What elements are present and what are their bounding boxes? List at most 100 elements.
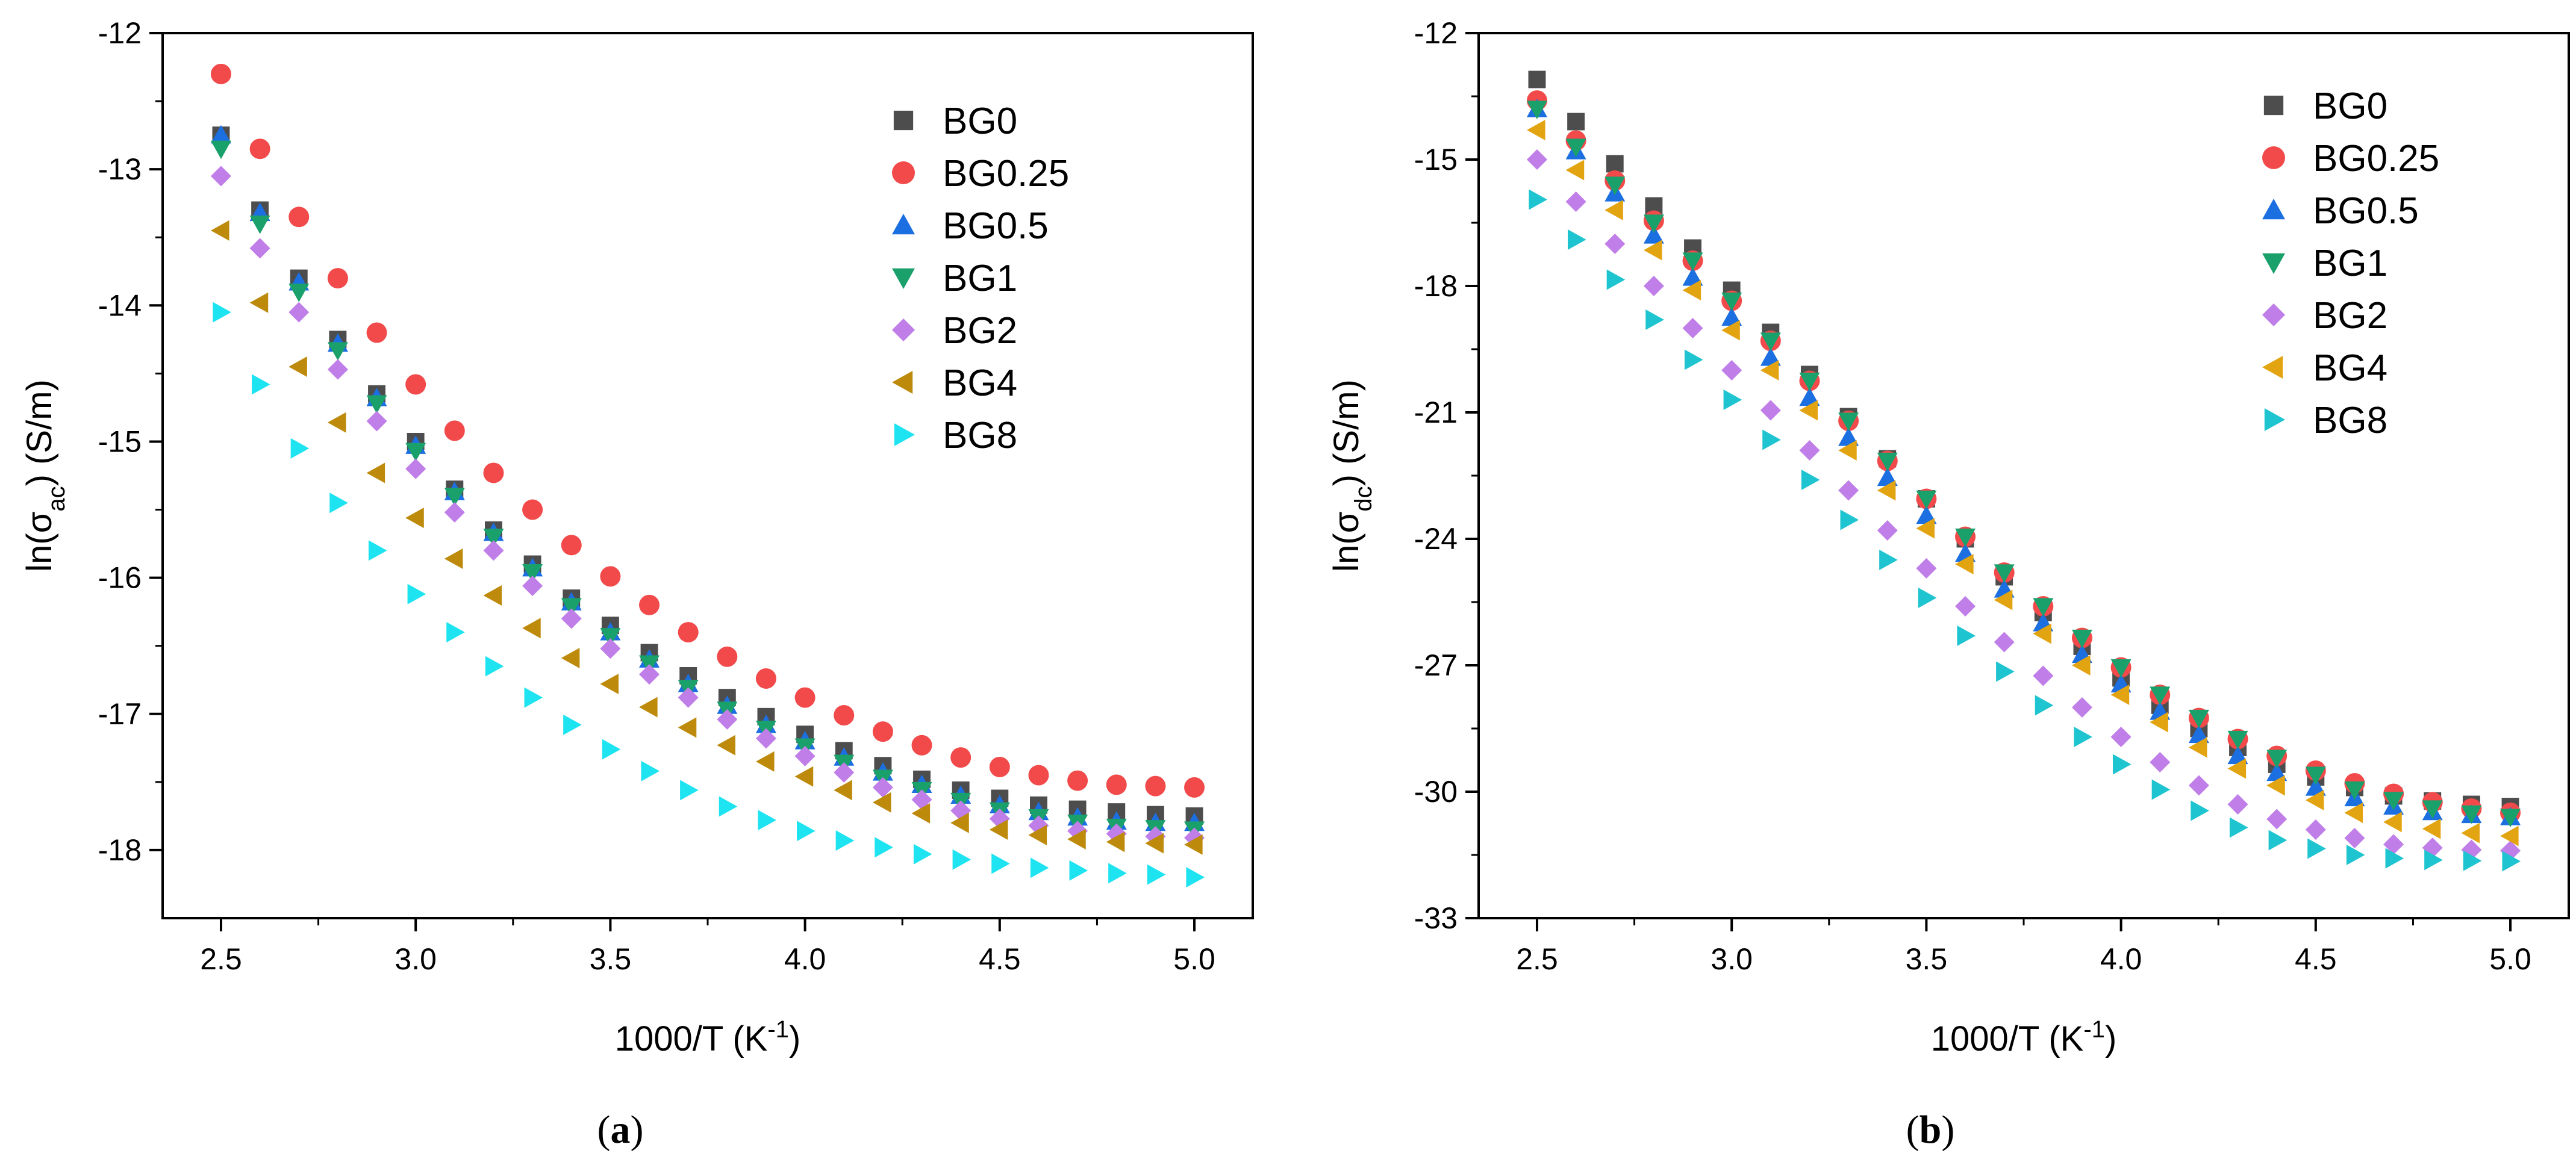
point-b-BG8-10 [1918,588,1937,608]
point-a-BG8-15 [797,821,816,842]
series-b-BG0.5 [1526,99,2521,825]
legend-label-a-BG0.25: BG0.25 [943,153,1069,194]
point-a-BG0.25-23 [1106,774,1127,795]
legend-label-a-BG0: BG0 [943,101,1017,142]
legend-label-a-BG2: BG2 [943,310,1017,352]
point-a-BG8-0 [213,302,231,323]
point-b-BG0.5-3 [1643,225,1664,244]
point-b-BG4-14 [2071,655,2091,676]
point-a-BG0.25-16 [834,705,855,726]
series-a-BG1 [210,140,1205,840]
x-tick-label-b-5: 5.0 [2489,942,2531,976]
point-b-BG8-2 [1606,269,1626,290]
point-a-BG2-7 [483,540,504,561]
legend-marker-a-BG0.25 [892,161,915,184]
point-b-BG8-6 [1762,429,1781,450]
point-b-BG2-3 [1643,276,1664,296]
y-title-sub-a: ac [43,486,70,511]
point-a-BG0.25-17 [872,721,893,742]
point-b-BG1-7 [1799,372,1820,391]
point-b-BG1-21 [2344,781,2365,800]
point-b-BG2-16 [2150,752,2171,772]
y-tick-label-a-3: -15 [98,424,142,458]
point-a-BG4-19 [950,812,969,833]
point-b-BG1-22 [2383,792,2404,810]
legend-marker-a-BG2 [892,318,915,341]
point-b-BG8-8 [1840,509,1859,530]
point-a-BG4-4 [366,462,385,483]
point-b-BG4-16 [2150,712,2168,733]
point-a-BG4-1 [249,292,269,313]
point-b-BG4-8 [1838,440,1857,461]
x-tick-label-a-2: 3.5 [590,942,632,976]
y-tick-label-b-4: -21 [1414,396,1458,429]
point-b-BG2-0 [1526,149,1547,170]
point-a-BG1-8 [522,564,543,583]
point-a-BG1-5 [405,443,426,462]
point-b-BG2-5 [1721,360,1742,381]
point-a-BG0.25-6 [444,420,465,441]
point-a-BG8-24 [1147,864,1166,885]
point-a-BG8-10 [602,739,621,760]
legend-marker-a-BG1 [892,268,915,289]
series-a-BG2 [210,166,1205,848]
point-a-BG8-17 [875,837,893,858]
point-a-BG2-8 [522,576,543,597]
point-b-BG4-10 [1916,518,1935,539]
point-b-BG1-24 [2461,805,2482,824]
point-b-BG1-12 [1994,564,2015,583]
point-b-BG4-17 [2188,737,2207,758]
y-tick-label-a-2: -16 [98,561,142,595]
point-b-BG1-3 [1643,214,1664,233]
point-a-BG4-18 [911,803,931,824]
point-b-BG0.5-17 [2188,724,2209,744]
point-b-BG2-12 [1994,632,2015,653]
y-title-end-a: ) (S/m) [20,379,59,486]
legend-marker-b-BG2 [2262,303,2285,326]
point-b-BG0.5-6 [1760,347,1781,366]
point-b-BG0.5-8 [1838,427,1859,446]
caption-a-close: ) [631,1108,644,1152]
x-axis-title-b: 1000/T (K-1) [1931,1016,2117,1058]
point-b-BG1-11 [1955,528,1976,547]
point-b-BG1-9 [1877,452,1898,471]
point-a-BG1-6 [444,488,465,506]
legend-a: BG0 BG0.25 BG0.5 BG1 BG2 BG4 BG8 [892,101,1069,456]
point-a-BG4-20 [989,819,1008,840]
point-b-BG1-4 [1682,252,1703,271]
legend-label-b-BG8: BG8 [2313,400,2387,441]
point-a-BG2-17 [872,777,893,798]
point-b-BG1-18 [2227,730,2248,750]
point-b-BG4-13 [2033,623,2051,644]
point-b-BG1-8 [1838,412,1859,431]
point-a-BG8-22 [1069,860,1088,881]
point-a-BG4-24 [1145,833,1164,854]
legend-marker-b-BG0.5 [2262,199,2285,220]
point-a-BG0.25-13 [717,646,738,667]
point-a-BG2-12 [678,687,699,708]
point-a-BG0.25-24 [1145,775,1166,797]
y-title-main-a: ln(σ [20,512,59,572]
point-b-BG4-4 [1682,280,1701,300]
point-b-BG8-7 [1801,470,1820,490]
legend-label-b-BG2: BG2 [2313,295,2387,337]
point-b-BG8-20 [2307,838,2326,859]
point-a-BG0.25-18 [911,735,932,756]
point-a-BG8-25 [1186,867,1205,888]
point-b-BG4-25 [2500,825,2519,847]
point-a-BG8-5 [407,583,426,604]
point-a-BG4-6 [444,548,463,569]
point-b-BG8-0 [1529,189,1547,210]
point-a-BG2-11 [639,664,660,685]
point-b-BG2-2 [1605,234,1626,254]
x-title-end-b: ) [2105,1019,2116,1058]
point-a-BG0.25-15 [794,687,816,708]
point-b-BG2-13 [2033,665,2054,686]
point-b-BG4-18 [2227,758,2247,779]
series-b-BG8 [1529,189,2521,872]
point-b-BG4-9 [1877,480,1896,501]
legend-marker-b-BG0 [2263,95,2284,116]
point-b-BG4-6 [1760,360,1779,381]
point-b-BG1-17 [2188,709,2209,729]
point-a-BG8-14 [758,810,776,831]
